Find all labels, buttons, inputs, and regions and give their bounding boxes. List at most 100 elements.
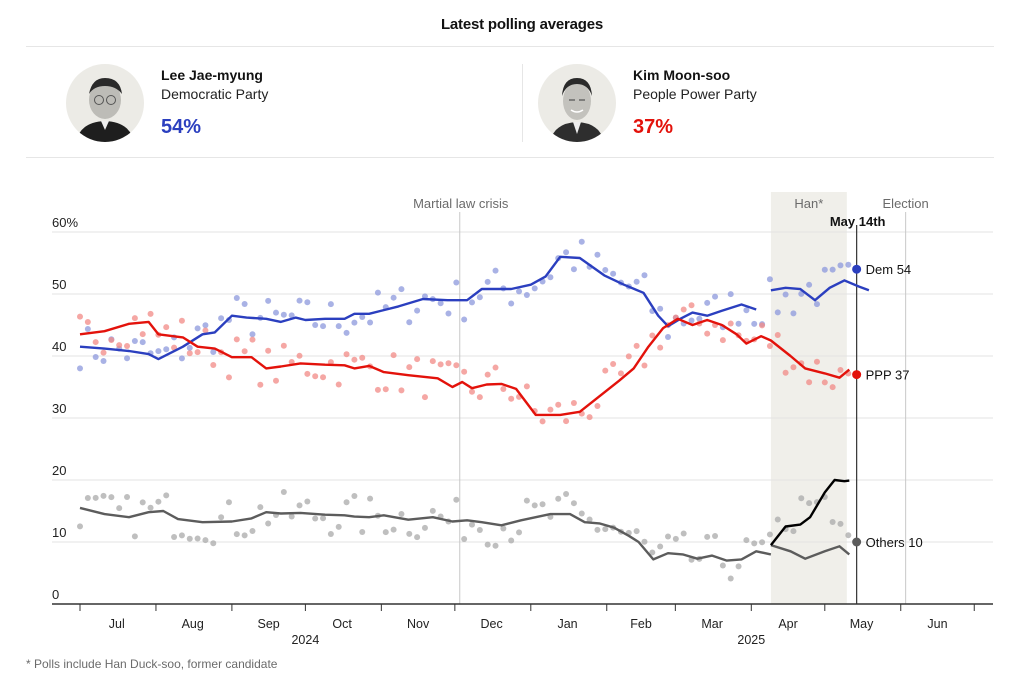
candidate-name: Kim Moon-soo xyxy=(633,67,731,83)
ppp-poll-dot xyxy=(484,371,491,378)
x-tick-label: Apr xyxy=(778,617,797,631)
poll-dots xyxy=(77,238,852,582)
y-tick-label: 30 xyxy=(52,401,66,416)
ppp-poll-dot xyxy=(539,418,546,425)
others-poll-dot xyxy=(414,534,421,541)
dem-end-label: Dem 54 xyxy=(866,262,912,277)
dem-poll-dot xyxy=(273,309,279,316)
others-poll-dot xyxy=(492,542,499,549)
dem-poll-dot xyxy=(178,355,185,362)
others-poll-dot xyxy=(774,516,781,523)
dem-poll-dot xyxy=(743,307,750,314)
others-poll-dot xyxy=(335,523,342,530)
ppp-poll-dot xyxy=(374,386,381,393)
dem-poll-dot xyxy=(657,305,664,312)
ppp-poll-dot xyxy=(429,358,436,365)
others-poll-dot xyxy=(108,494,115,501)
dem-poll-dot xyxy=(751,320,758,327)
ppp-poll-dot xyxy=(77,313,83,320)
others-poll-dot xyxy=(320,515,327,522)
dem-poll-dot xyxy=(782,291,789,298)
others-poll-dot xyxy=(257,504,264,511)
ppp-poll-dot xyxy=(147,310,154,317)
others-trend-line xyxy=(79,506,772,562)
others-poll-dot xyxy=(578,510,585,517)
others-poll-dot xyxy=(382,529,389,536)
others-poll-dot xyxy=(641,538,648,545)
others-poll-dot xyxy=(735,563,742,570)
ppp-poll-dot xyxy=(186,350,193,357)
ppp-poll-dot xyxy=(563,418,570,425)
others-poll-dot xyxy=(727,575,734,582)
others-poll-dot xyxy=(280,488,287,495)
ppp-poll-dot xyxy=(225,374,232,381)
dem-poll-dot xyxy=(139,339,146,346)
others-poll-dot xyxy=(563,491,570,498)
others-poll-dot xyxy=(124,494,131,501)
others-poll-dot xyxy=(92,494,99,501)
ppp-poll-dot xyxy=(108,337,115,344)
others-poll-dot xyxy=(249,527,256,534)
ppp-poll-dot xyxy=(806,379,813,386)
ppp-poll-dot xyxy=(453,362,460,369)
others-poll-dot xyxy=(296,502,303,509)
others-poll-dot xyxy=(210,540,217,547)
others-poll-dot xyxy=(829,519,836,526)
others-poll-dot xyxy=(469,521,475,528)
footnote: * Polls include Han Duck-soo, former can… xyxy=(26,657,278,671)
candidate-separator xyxy=(522,64,523,142)
dem-poll-dot xyxy=(202,322,209,329)
ppp-poll-dot xyxy=(469,388,475,395)
candidate-name: Lee Jae-myung xyxy=(161,67,263,83)
annotation-label: Election xyxy=(883,196,929,211)
others-poll-dot xyxy=(327,530,334,537)
ppp-poll-dot xyxy=(625,353,632,360)
ppp-poll-dot xyxy=(610,361,617,368)
ppp-poll-dot xyxy=(555,401,562,408)
ppp-poll-dot xyxy=(202,327,209,334)
ppp-poll-dot xyxy=(257,381,264,388)
ppp-poll-dot xyxy=(586,414,593,421)
year-label: 2024 xyxy=(291,633,319,647)
dem-poll-dot xyxy=(100,358,107,365)
dem-poll-dot xyxy=(570,266,577,273)
others-poll-dot xyxy=(586,516,593,523)
ppp-end-label: PPP 37 xyxy=(866,368,910,383)
divider-top xyxy=(26,46,994,47)
ppp-poll-dot xyxy=(594,403,601,410)
dem-poll-dot xyxy=(280,311,287,318)
ppp-poll-dot xyxy=(351,356,358,363)
dem-poll-dot xyxy=(563,249,570,256)
others-poll-dot xyxy=(77,523,83,530)
others-poll-dot xyxy=(657,543,664,550)
others-poll-dot xyxy=(523,497,530,504)
others-poll-dot xyxy=(84,495,91,502)
dem-poll-dot xyxy=(359,313,366,320)
han-band xyxy=(770,192,847,604)
others-poll-dot xyxy=(202,537,209,544)
ppp-poll-dot xyxy=(84,318,91,325)
others-poll-dot xyxy=(359,528,366,535)
ppp-poll-dot xyxy=(280,342,287,349)
others-poll-dot xyxy=(429,507,436,514)
dem-poll-dot xyxy=(837,262,844,269)
others-poll-dot xyxy=(131,533,138,540)
dem-poll-dot xyxy=(194,325,201,332)
others-poll-dot xyxy=(139,499,146,506)
ppp-poll-dot xyxy=(547,406,554,413)
ppp-poll-dot xyxy=(398,387,405,394)
dem-poll-dot xyxy=(186,344,193,351)
others-poll-dot xyxy=(837,520,844,527)
ppp-poll-dot xyxy=(617,370,624,377)
others-trend-line-han xyxy=(770,543,851,561)
others-poll-dot xyxy=(218,514,225,521)
dem-poll-dot xyxy=(406,319,413,326)
divider-bottom xyxy=(26,157,994,158)
year-label: 2025 xyxy=(737,633,765,647)
dem-poll-dot xyxy=(124,355,131,362)
dem-poll-dot xyxy=(343,329,350,336)
ppp-poll-dot xyxy=(265,347,272,354)
ppp-poll-dot xyxy=(570,399,577,406)
others-poll-dot xyxy=(155,498,162,505)
dem-poll-dot xyxy=(790,310,797,317)
